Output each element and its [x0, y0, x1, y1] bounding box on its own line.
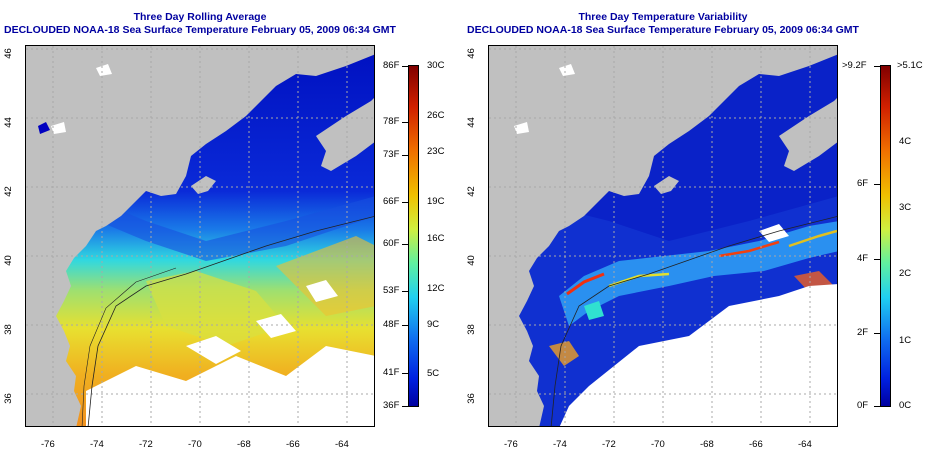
- lat-label: 44: [2, 117, 14, 128]
- colorbar-c-label: >5.1C: [897, 60, 923, 71]
- land-mass: [26, 46, 374, 426]
- lon-label: -68: [700, 439, 714, 450]
- lon-label: -66: [286, 439, 300, 450]
- colorbar-f-label: 60F: [383, 238, 400, 249]
- colorbar-c-label: 3C: [899, 202, 912, 213]
- lon-label: -74: [553, 439, 567, 450]
- bathymetry-contour: [550, 216, 837, 426]
- land-mass: [489, 46, 837, 426]
- lon-label: -76: [504, 439, 518, 450]
- lon-label: -72: [602, 439, 616, 450]
- colorbar-f-label: 41F: [383, 367, 400, 378]
- colorbar-f-label: 73F: [383, 149, 400, 160]
- colorbar-c-label: 4C: [899, 136, 912, 147]
- colorbar-f-label: 36F: [383, 400, 400, 411]
- lon-label: -70: [188, 439, 202, 450]
- colorbar-c-label: 16C: [427, 233, 445, 244]
- sst-variability-map[interactable]: [488, 45, 838, 427]
- variability-band: [559, 221, 837, 326]
- colorbar-f-label: 2F: [857, 327, 869, 338]
- colorbar-c-label: 5C: [427, 368, 440, 379]
- lat-label: 42: [2, 186, 14, 197]
- lon-label: -68: [237, 439, 251, 450]
- nova-scotia-land: [779, 98, 837, 171]
- sst-colorbar: [408, 65, 419, 407]
- colorbar-c-label: 23C: [427, 146, 445, 157]
- colorbar-f-label: 48F: [383, 319, 400, 330]
- lon-label: -72: [139, 439, 153, 450]
- colorbar-f-label: 86F: [383, 60, 400, 71]
- colorbar-f-label: 6F: [857, 178, 869, 189]
- sst-average-map[interactable]: [25, 45, 375, 427]
- colorbar-c-label: 0C: [899, 400, 912, 411]
- colorbar-c-label: 2C: [899, 268, 912, 279]
- colorbar-f-label: 53F: [383, 285, 400, 296]
- lon-label: -66: [749, 439, 763, 450]
- colorbar-f-label: 66F: [383, 196, 400, 207]
- colorbar-f-label: >9.2F: [842, 60, 867, 71]
- lat-label: 46: [2, 48, 14, 59]
- lat-label: 38: [465, 324, 477, 335]
- lat-label: 42: [465, 186, 477, 197]
- cloud-mask: [86, 346, 374, 426]
- lon-label: -70: [651, 439, 665, 450]
- lon-label: -64: [798, 439, 812, 450]
- right-title-line1: Three Day Temperature Variability: [578, 11, 748, 23]
- colorbar-c-label: 19C: [427, 196, 445, 207]
- colorbar-c-label: 9C: [427, 319, 440, 330]
- colorbar-f-label: 4F: [857, 253, 869, 264]
- lat-label: 36: [2, 393, 14, 404]
- lat-label: 38: [2, 324, 14, 335]
- colorbar-f-label: 0F: [857, 400, 869, 411]
- nova-scotia-land: [316, 98, 374, 171]
- lon-label: -74: [90, 439, 104, 450]
- left-title-line1: Three Day Rolling Average: [133, 11, 267, 23]
- variability-colorbar: [880, 65, 891, 407]
- colorbar-c-label: 12C: [427, 283, 445, 294]
- lat-label: 36: [465, 393, 477, 404]
- lat-label: 44: [465, 117, 477, 128]
- colorbar-f-label: 78F: [383, 116, 400, 127]
- colorbar-c-label: 30C: [427, 60, 445, 71]
- cloud-mask: [559, 284, 837, 426]
- lat-label: 40: [465, 255, 477, 266]
- colorbar-c-label: 1C: [899, 335, 912, 346]
- bathymetry-contour: [87, 216, 374, 426]
- lon-label: -64: [335, 439, 349, 450]
- lat-label: 46: [465, 48, 477, 59]
- lat-label: 40: [2, 255, 14, 266]
- colorbar-c-label: 26C: [427, 110, 445, 121]
- left-title-line2: DECLOUDED NOAA-18 Sea Surface Temperatur…: [4, 24, 396, 36]
- right-title-line2: DECLOUDED NOAA-18 Sea Surface Temperatur…: [467, 24, 859, 36]
- lon-label: -76: [41, 439, 55, 450]
